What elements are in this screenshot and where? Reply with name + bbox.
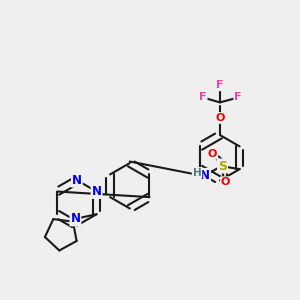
Text: N: N (200, 169, 210, 182)
Text: F: F (216, 80, 224, 90)
Text: O: O (208, 148, 217, 159)
Text: F: F (234, 92, 242, 102)
Text: O: O (215, 113, 225, 123)
Text: N: N (92, 185, 102, 198)
Text: F: F (199, 92, 207, 102)
Text: N: N (72, 174, 82, 187)
Text: S: S (218, 160, 227, 172)
Text: H: H (193, 168, 201, 178)
Text: N: N (70, 212, 80, 225)
Text: O: O (221, 177, 230, 187)
